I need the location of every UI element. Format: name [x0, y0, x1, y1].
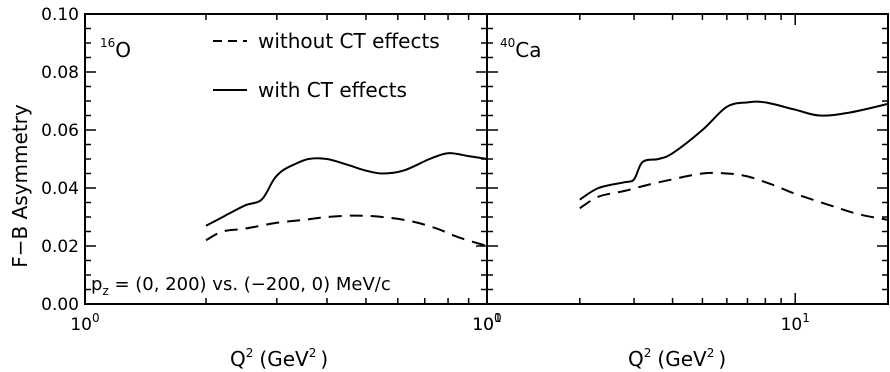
y-tick-label: 0.02 [41, 237, 79, 257]
x-axis-title-right: Q2 (GeV2) [628, 346, 726, 371]
momentum-annotation: pz = (0, 200) vs. (−200, 0) MeV/c [91, 274, 391, 298]
panel-frame-right [486, 13, 889, 305]
panel-label-left: 16O [100, 36, 131, 62]
x-title-unit-sup: 2 [309, 346, 317, 360]
series-line-without-ct-right [579, 171, 889, 221]
y-tick-label: 0.00 [41, 295, 79, 315]
legend-dashed-label: without CT effects [258, 29, 440, 53]
x-title-sup: 2 [246, 346, 254, 360]
annotation-text: = (0, 200) vs. (−200, 0) MeV/c [109, 274, 391, 295]
legend: without CT effects with CT effects [213, 29, 440, 102]
x-tick-label: 101 [781, 311, 810, 335]
mass-number: 16 [100, 36, 115, 50]
y-tick-label: 0.08 [41, 63, 79, 83]
panel-label-right: 40Ca [500, 36, 542, 62]
y-tick-label: 0.04 [41, 179, 79, 199]
y-tick-label: 0.10 [41, 5, 79, 25]
annotation-sub: z [102, 284, 108, 298]
axis-ticks [84, 13, 889, 305]
x-axis-title-left: Q2 (GeV2) [230, 346, 328, 371]
x-tick-label: 101 [472, 311, 501, 335]
x-title-unit-close: ) [718, 347, 726, 371]
x-tick-label: 100 [472, 311, 501, 335]
mass-number: 40 [500, 36, 515, 50]
x-title-unit-close: ) [320, 347, 328, 371]
x-title-unit: (GeV [259, 347, 309, 371]
panel-frame-left [84, 13, 488, 305]
y-tick-label: 0.06 [41, 121, 79, 141]
x-title-base: Q [628, 347, 644, 371]
element-symbol: Ca [515, 38, 541, 62]
x-title-base: Q [230, 347, 246, 371]
legend-solid-label: with CT effects [258, 78, 407, 102]
x-title-unit: (GeV [657, 347, 707, 371]
series-line-with-ct-left [205, 152, 488, 227]
element-symbol: O [115, 38, 131, 62]
annotation-prefix: p [91, 274, 102, 295]
x-title-sup: 2 [644, 346, 652, 360]
x-title-unit-sup: 2 [707, 346, 715, 360]
series-line-without-ct-left [205, 214, 488, 247]
y-axis-title: F−B Asymmetry [8, 104, 32, 268]
series-lines [205, 100, 889, 247]
x-tick-label: 100 [70, 311, 99, 335]
series-line-with-ct-right [579, 100, 889, 201]
